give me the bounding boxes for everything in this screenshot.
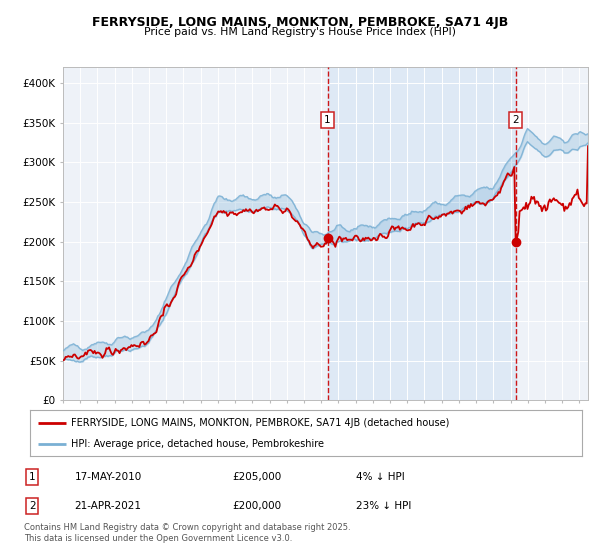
Text: 2: 2 (29, 501, 35, 511)
Text: 21-APR-2021: 21-APR-2021 (74, 501, 142, 511)
Text: 23% ↓ HPI: 23% ↓ HPI (356, 501, 412, 511)
Text: £200,000: £200,000 (232, 501, 281, 511)
Text: FERRYSIDE, LONG MAINS, MONKTON, PEMBROKE, SA71 4JB (detached house): FERRYSIDE, LONG MAINS, MONKTON, PEMBROKE… (71, 418, 450, 428)
Text: 1: 1 (29, 472, 35, 482)
Text: Price paid vs. HM Land Registry's House Price Index (HPI): Price paid vs. HM Land Registry's House … (144, 27, 456, 37)
Text: Contains HM Land Registry data © Crown copyright and database right 2025.
This d: Contains HM Land Registry data © Crown c… (23, 524, 350, 543)
Bar (328, 67, 516, 400)
Text: HPI: Average price, detached house, Pembrokeshire: HPI: Average price, detached house, Pemb… (71, 439, 325, 449)
Text: 4% ↓ HPI: 4% ↓ HPI (356, 472, 405, 482)
Text: 1: 1 (324, 115, 331, 125)
Text: 17-MAY-2010: 17-MAY-2010 (74, 472, 142, 482)
Text: £205,000: £205,000 (232, 472, 281, 482)
Text: FERRYSIDE, LONG MAINS, MONKTON, PEMBROKE, SA71 4JB: FERRYSIDE, LONG MAINS, MONKTON, PEMBROKE… (92, 16, 508, 29)
Text: 2: 2 (512, 115, 519, 125)
